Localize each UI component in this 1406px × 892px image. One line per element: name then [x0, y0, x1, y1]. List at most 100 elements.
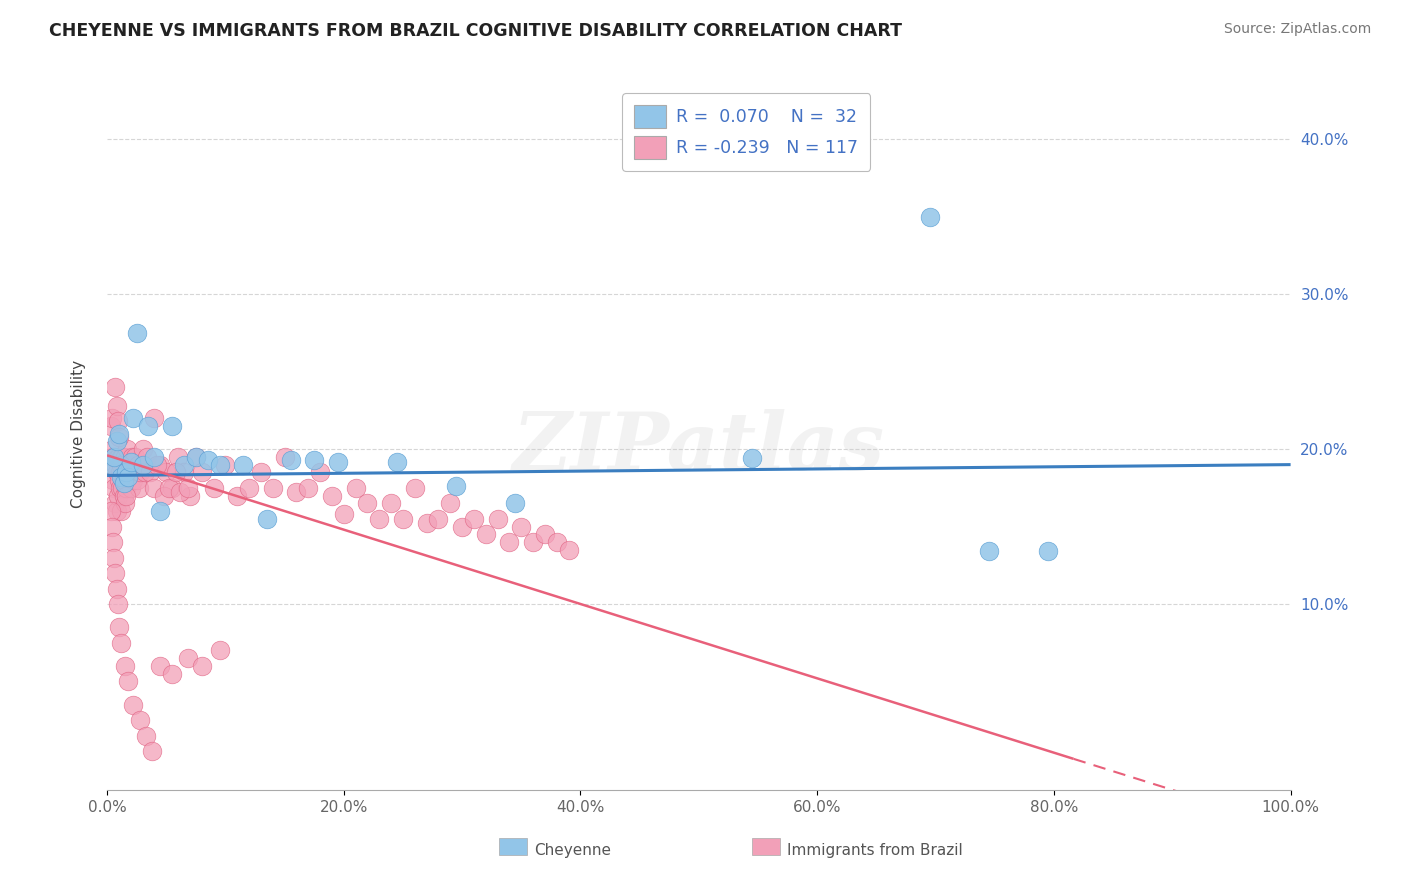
Point: [385, 454, 408, 468]
Point: [280, 453, 302, 467]
Point: [510, 519, 533, 533]
Point: [131, 458, 153, 472]
Point: [101, 458, 124, 472]
Point: [160, 418, 183, 433]
Point: [120, 454, 142, 468]
Point: [155, 466, 177, 480]
Point: [107, 489, 129, 503]
Point: [129, 466, 152, 480]
Point: [101, 411, 124, 425]
Point: [356, 496, 378, 510]
Point: [121, 450, 143, 464]
Point: [167, 450, 190, 464]
Point: [128, 481, 150, 495]
Point: [344, 481, 367, 495]
Point: [125, 326, 148, 340]
Point: [105, 434, 128, 449]
Point: [111, 481, 134, 495]
Point: [129, 713, 152, 727]
Point: [285, 485, 308, 500]
Point: [118, 458, 141, 472]
Point: [108, 620, 131, 634]
Y-axis label: Cognitive Disability: Cognitive Disability: [72, 359, 86, 508]
Point: [110, 504, 132, 518]
Point: [141, 744, 163, 758]
Point: [143, 481, 166, 495]
Point: [173, 466, 195, 480]
Point: [105, 582, 128, 596]
Point: [546, 535, 568, 549]
Point: [122, 473, 145, 487]
Point: [302, 453, 325, 467]
Point: [918, 210, 941, 224]
Point: [124, 450, 146, 464]
Point: [190, 659, 212, 673]
Point: [741, 451, 763, 466]
Point: [108, 466, 131, 480]
Point: [107, 450, 129, 464]
Point: [122, 411, 145, 425]
Point: [444, 479, 467, 493]
Point: [309, 466, 332, 480]
Point: [146, 458, 169, 472]
Point: [149, 504, 172, 518]
Point: [103, 481, 125, 495]
Point: [333, 507, 356, 521]
Point: [463, 512, 485, 526]
Point: [115, 481, 138, 495]
Point: [103, 450, 125, 464]
Point: [104, 566, 127, 580]
Point: [498, 535, 520, 549]
Point: [256, 512, 278, 526]
Point: [208, 458, 231, 472]
Point: [103, 550, 125, 565]
Point: [179, 489, 201, 503]
Point: [522, 535, 544, 549]
Point: [103, 450, 125, 464]
Point: [122, 698, 145, 712]
Point: [108, 430, 131, 444]
Point: [105, 399, 128, 413]
Point: [226, 489, 249, 503]
Point: [136, 450, 159, 464]
Point: [108, 481, 131, 495]
Point: [131, 442, 153, 457]
Point: [232, 458, 254, 472]
Point: [112, 489, 135, 503]
Point: [120, 481, 142, 495]
Point: [557, 542, 579, 557]
Point: [262, 481, 284, 495]
Point: [105, 466, 128, 480]
Point: [427, 512, 450, 526]
Point: [107, 597, 129, 611]
Point: [321, 489, 343, 503]
Point: [111, 450, 134, 464]
Point: [157, 481, 180, 495]
Point: [439, 496, 461, 510]
Point: [104, 458, 127, 472]
Point: [184, 450, 207, 464]
Point: [197, 453, 219, 467]
Point: [250, 466, 273, 480]
Point: [114, 659, 136, 673]
Point: [124, 466, 146, 480]
Point: [173, 458, 195, 472]
Point: [112, 476, 135, 491]
Point: [107, 414, 129, 428]
Point: [202, 481, 225, 495]
Point: [149, 659, 172, 673]
Text: Source: ZipAtlas.com: Source: ZipAtlas.com: [1223, 22, 1371, 37]
Point: [143, 411, 166, 425]
Point: [475, 527, 498, 541]
Point: [108, 450, 131, 464]
Point: [115, 489, 138, 503]
Point: [104, 496, 127, 510]
Point: [101, 519, 124, 533]
Point: [380, 496, 402, 510]
Point: [149, 458, 172, 472]
Point: [110, 450, 132, 464]
Text: CHEYENNE VS IMMIGRANTS FROM BRAZIL COGNITIVE DISABILITY CORRELATION CHART: CHEYENNE VS IMMIGRANTS FROM BRAZIL COGNI…: [49, 22, 903, 40]
Point: [138, 466, 160, 480]
Point: [486, 512, 509, 526]
Point: [115, 466, 138, 480]
